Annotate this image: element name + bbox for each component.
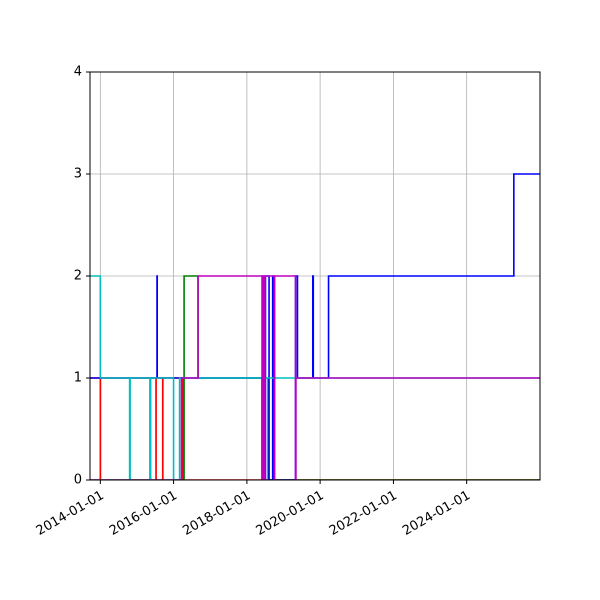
series-line-4 [90, 275, 540, 480]
y-tick-label: 3 [74, 167, 82, 182]
y-tick-label: 0 [74, 473, 82, 488]
y-tick-label: 4 [74, 65, 82, 80]
series-line-1 [90, 377, 540, 480]
data-series [90, 173, 540, 480]
series-line-5 [90, 275, 540, 480]
y-tick-label: 2 [74, 269, 82, 284]
y-tick-label: 1 [74, 371, 82, 386]
